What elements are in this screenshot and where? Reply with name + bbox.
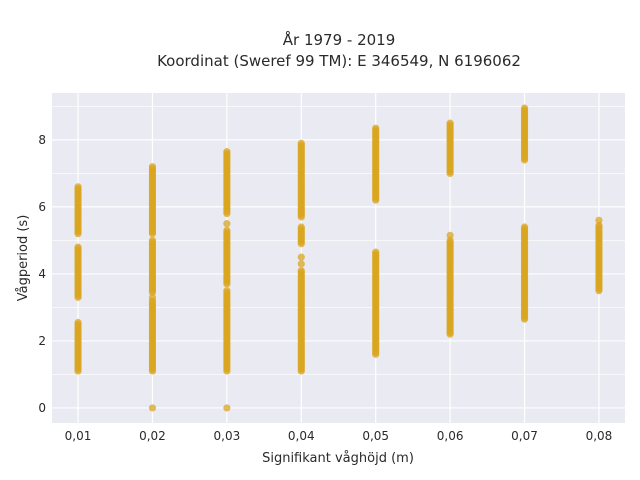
data-points [74,104,603,412]
data-point [372,124,380,132]
y-tick-label: 0 [38,401,46,415]
data-point [297,253,305,261]
data-point [223,404,231,412]
chart-title-line2: Koordinat (Sweref 99 TM): E 346549, N 61… [157,52,521,70]
x-tick-label: 0,04 [288,429,315,443]
x-tick-label: 0,07 [511,429,538,443]
data-point [74,318,82,327]
plot-area [52,93,625,423]
data-point [297,260,305,268]
data-point [223,287,231,295]
data-point [446,231,454,239]
y-tick-labels: 0 2 4 6 8 [38,133,46,415]
y-tick-label: 2 [38,334,46,348]
data-point [297,139,305,147]
x-tick-label: 0,08 [586,429,613,443]
data-point [148,404,157,412]
x-tick-labels: 0,01 0,02 0,03 0,04 0,05 0,06 0,07 0,08 [65,429,613,443]
data-point [148,163,157,171]
data-point [595,216,603,224]
data-point [297,223,305,231]
x-tick-label: 0,03 [214,429,241,443]
data-point [446,236,454,245]
data-point [148,293,157,301]
y-tick-label: 4 [38,267,46,281]
data-point [297,266,305,275]
data-point [148,236,157,245]
x-tick-label: 0,02 [139,429,166,443]
data-point [74,183,82,191]
data-point [372,248,380,256]
y-tick-label: 8 [38,133,46,147]
chart-title-line1: År 1979 - 2019 [283,30,396,49]
data-point [595,221,603,229]
y-axis-label: Vågperiod (s) [16,215,31,302]
data-point [520,223,529,231]
data-point [223,220,231,228]
data-point [223,226,231,234]
data-point [74,243,82,251]
x-tick-label: 0,06 [437,429,464,443]
x-tick-label: 0,01 [65,429,92,443]
data-point [223,148,231,156]
data-point [446,119,454,127]
x-axis-label: Signifikant våghöjd (m) [262,451,414,466]
data-point [520,104,529,112]
y-tick-label: 6 [38,200,46,214]
x-tick-label: 0,05 [362,429,389,443]
